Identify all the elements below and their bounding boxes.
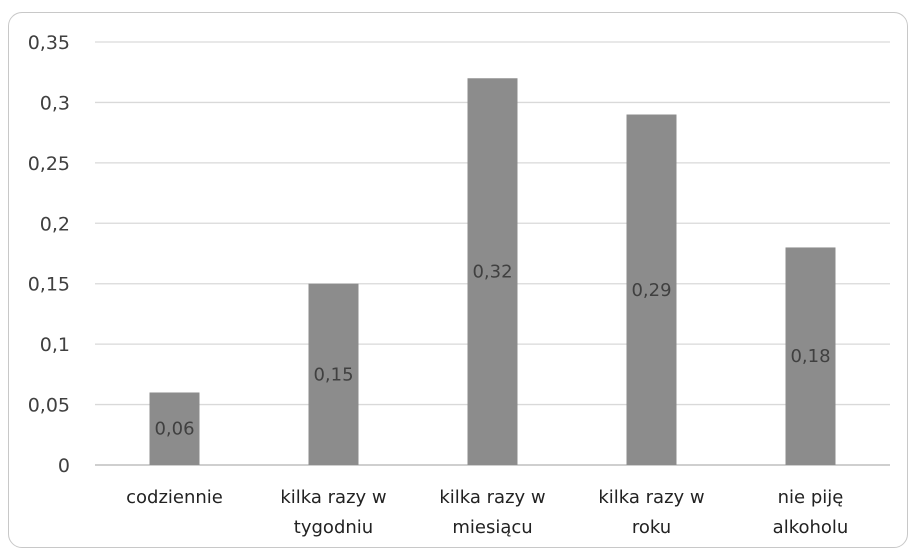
y-tick-label: 0,2 (40, 213, 70, 235)
y-tick-label: 0,3 (40, 92, 70, 114)
bar (626, 114, 677, 465)
category-label: kilka razy w (280, 487, 386, 508)
y-tick-label: 0,15 (28, 274, 70, 296)
y-tick-label: 0,25 (28, 153, 70, 175)
category-labels: codziennie kilka razy w tygodniu kilka razy… (126, 487, 848, 538)
bar (149, 392, 200, 465)
category-label: tygodniu (294, 517, 373, 538)
category-label: roku (632, 517, 671, 538)
data-label: 0,15 (313, 364, 353, 385)
y-tick-label: 0,35 (28, 32, 70, 54)
y-tick-label: 0 (58, 455, 70, 477)
bar (785, 247, 836, 465)
category-label: codziennie (126, 487, 223, 508)
y-tick-label: 0,1 (40, 334, 70, 356)
y-tick-label: 0,05 (28, 395, 70, 417)
category-label: kilka razy w (598, 487, 704, 508)
data-label: 0,32 (472, 262, 512, 283)
category-label: nie piję (778, 487, 844, 508)
data-label: 0,18 (790, 346, 830, 367)
bar (467, 78, 518, 465)
data-labels: 0,06 0,15 0,32 0,29 0,18 (154, 262, 830, 440)
category-label: miesiącu (452, 517, 532, 538)
bar (308, 283, 359, 465)
data-label: 0,06 (154, 419, 194, 440)
y-tick-labels: 0 0,05 0,1 0,15 0,2 0,25 0,3 0,35 (28, 32, 70, 477)
category-label: kilka razy w (439, 487, 545, 508)
data-label: 0,29 (631, 280, 671, 301)
bars (149, 78, 836, 465)
category-label: alkoholu (773, 517, 849, 538)
